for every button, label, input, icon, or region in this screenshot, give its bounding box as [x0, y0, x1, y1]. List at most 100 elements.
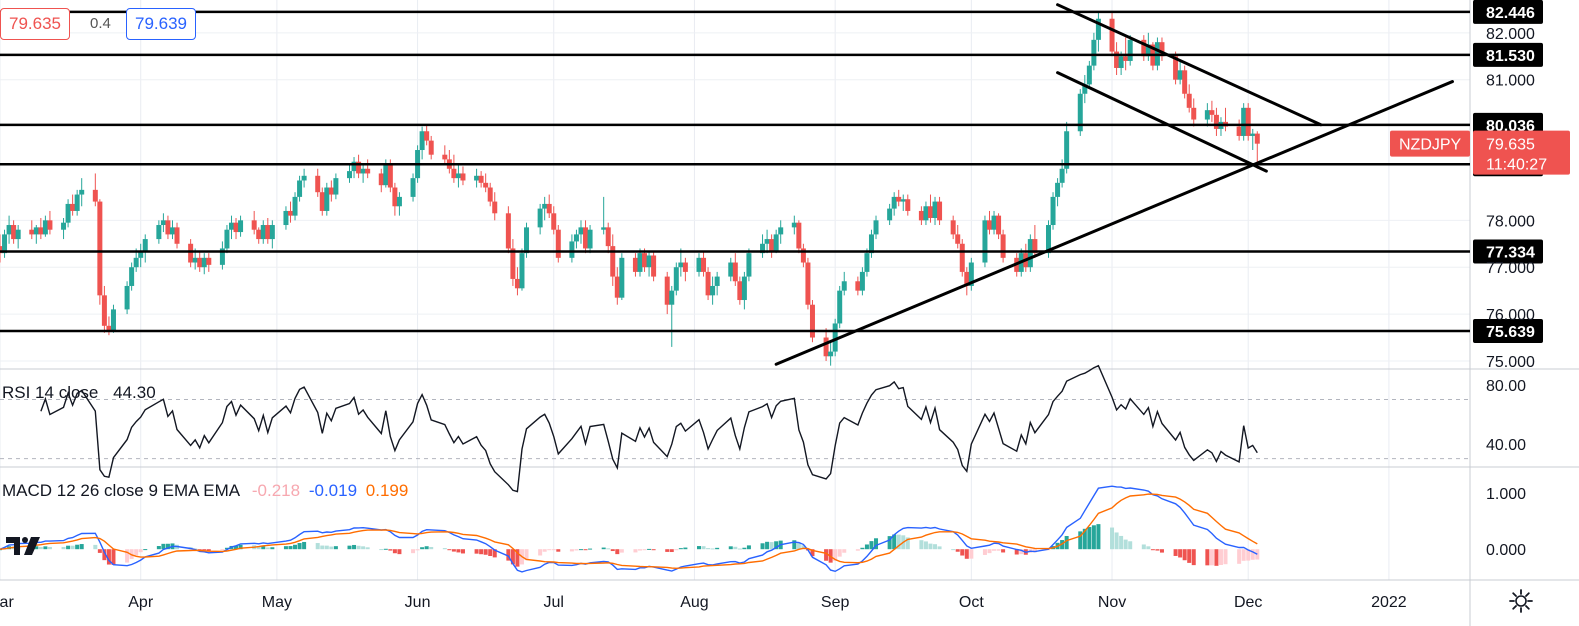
macd-histogram-bar — [293, 544, 298, 550]
macd-histogram-bar — [1250, 549, 1255, 560]
candle-body — [346, 171, 352, 179]
candle — [519, 248, 525, 291]
candle — [328, 180, 334, 202]
rsi-pane: 80.00 40.00 — [0, 364, 1526, 493]
macd-legend[interactable]: MACD 12 26 close 9 EMA EMA -0.218 -0.019… — [0, 481, 408, 501]
candle — [1177, 60, 1183, 85]
candle — [510, 239, 516, 286]
candle-body — [424, 131, 430, 141]
macd-histogram-bar — [125, 549, 130, 563]
candle — [927, 194, 933, 223]
rsi-legend[interactable]: RSI 14 close 44.30 — [0, 383, 156, 403]
ask-price: 79.639 — [135, 14, 187, 33]
price-tick-label: 76.000 — [1486, 307, 1535, 324]
macd-histogram-bar — [969, 549, 974, 559]
candle-body — [923, 206, 929, 221]
level-label-box — [1473, 239, 1543, 264]
candle — [855, 276, 861, 296]
tradingview-logo-icon[interactable] — [4, 531, 42, 559]
macd-histogram-bar — [474, 549, 479, 554]
candle-body — [841, 281, 847, 291]
macd-histogram-bar — [874, 538, 879, 550]
macd-histogram-bar — [256, 546, 261, 550]
candle-body — [1050, 196, 1056, 226]
macd-histogram-bar — [733, 546, 738, 550]
time-axis-label: Jul — [544, 594, 564, 611]
candle-body — [746, 253, 752, 277]
candle-body — [460, 173, 466, 181]
candle-body — [1250, 133, 1256, 136]
candle — [669, 285, 675, 347]
candle-body — [328, 187, 334, 195]
macd-histogram-bar — [97, 549, 102, 553]
candle-body — [0, 246, 3, 254]
rsi-tick-label: 40.00 — [1486, 437, 1526, 454]
macd-histogram-bar — [224, 547, 229, 550]
candle — [292, 192, 298, 221]
macd-histogram-bar — [1087, 527, 1092, 550]
candle — [555, 225, 561, 263]
candle-body — [1095, 18, 1101, 40]
candle — [238, 215, 244, 237]
macd-histogram-bar — [1182, 549, 1187, 561]
candle — [832, 318, 838, 357]
gear-icon[interactable] — [1508, 588, 1534, 614]
macd-histogram-bar — [992, 549, 997, 551]
macd-histogram-bar — [1001, 549, 1006, 553]
candle — [769, 234, 775, 258]
macd-histogram-bar — [647, 548, 652, 550]
candle — [160, 213, 166, 233]
time-axis-label: Mar — [0, 594, 14, 611]
candle — [732, 253, 738, 286]
candle-body — [991, 215, 997, 230]
candle-body — [986, 220, 992, 230]
candle — [1027, 234, 1033, 272]
candle-body — [197, 257, 203, 268]
candle — [1127, 35, 1133, 66]
candle-body — [1059, 168, 1065, 183]
candle — [1000, 229, 1006, 263]
macd-histogram-bar — [860, 547, 865, 550]
candle-body — [955, 234, 961, 244]
candle-body — [732, 262, 738, 282]
candle — [605, 222, 611, 254]
level-label-text: 82.446 — [1486, 5, 1535, 22]
candle — [1086, 60, 1092, 90]
macd-histogram-bar — [892, 534, 897, 550]
candle — [79, 178, 85, 207]
macd-histogram-bar — [165, 543, 170, 550]
candle-body — [419, 131, 425, 151]
candle-body — [932, 201, 938, 218]
candle-body — [950, 220, 956, 235]
candle-body — [256, 229, 262, 240]
level-label-text: 80.036 — [1486, 118, 1535, 135]
candle — [129, 262, 135, 291]
candle-body — [1245, 107, 1251, 136]
macd-histogram-bar — [796, 542, 801, 550]
macd-histogram-bar — [297, 543, 302, 550]
candle — [256, 227, 262, 244]
rsi-tick-label: 80.00 — [1486, 378, 1526, 395]
candle-body — [741, 276, 747, 301]
candle — [169, 220, 175, 240]
macd-histogram-bar — [288, 546, 293, 550]
candle — [569, 234, 575, 263]
candle — [682, 257, 688, 282]
macd-histogram-bar — [869, 541, 874, 550]
time-axis-label: Nov — [1098, 594, 1126, 611]
time-axis-label: Sep — [821, 594, 850, 611]
candle — [428, 135, 434, 160]
candle-body — [828, 351, 834, 357]
candle — [478, 171, 484, 188]
candle-body — [33, 227, 39, 235]
trendline — [1056, 71, 1268, 173]
candle — [455, 164, 461, 188]
ask-price-box[interactable]: 79.639 — [126, 8, 196, 40]
bid-price-box[interactable]: 79.635 — [0, 8, 70, 40]
candle — [1245, 103, 1251, 141]
candle — [124, 281, 130, 315]
candle — [996, 213, 1002, 240]
macd-histogram-bar — [746, 545, 751, 550]
candle-body — [773, 234, 779, 251]
